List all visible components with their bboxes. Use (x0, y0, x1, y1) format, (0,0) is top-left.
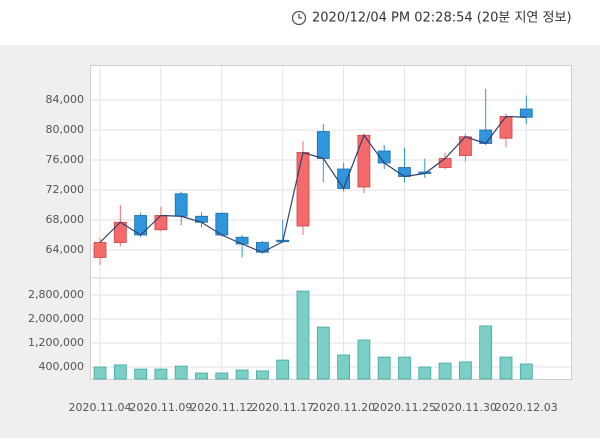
x-tick-label: 2020.11.20 (312, 401, 375, 414)
candle-body (398, 167, 411, 177)
y-tick-label: 80,000 (46, 123, 85, 136)
volume-bar (93, 366, 107, 380)
volume-bar (357, 339, 371, 380)
close-line (99, 115, 527, 253)
timestamp: 2020/12/04 PM 02:28:54 (20분 지연 정보) (312, 11, 572, 26)
y-tick-label: 2,800,000 (28, 288, 84, 301)
y-tick-label: 76,000 (46, 153, 85, 166)
x-tick-label: 2020.11.30 (434, 401, 497, 414)
volume-bar (215, 372, 229, 380)
y-tick-label: 2,000,000 (28, 312, 84, 325)
volume-bar (235, 369, 249, 380)
candle-body (458, 136, 472, 156)
volume-bar (316, 326, 330, 380)
volume-bar (276, 359, 290, 380)
candle-body (316, 131, 330, 159)
volume-bar (418, 366, 432, 380)
volume-bar (113, 364, 127, 380)
y-tick-label: 68,000 (46, 213, 85, 226)
volume-bar (174, 365, 188, 380)
volume-bar (438, 362, 452, 380)
candle-body (438, 158, 452, 168)
y-tick-label: 84,000 (46, 93, 85, 106)
candle-body (174, 193, 188, 217)
volume-bar (195, 372, 208, 380)
volume-bar (377, 356, 391, 380)
candle-body (296, 152, 310, 227)
candle-body (93, 242, 107, 258)
y-tick-label: 400,000 (39, 360, 85, 373)
candle-body (357, 134, 371, 188)
volume-bar (458, 361, 472, 380)
volume-bar (479, 325, 493, 380)
candle-body (154, 215, 168, 231)
volume-bar (296, 290, 310, 380)
y-tick-label: 72,000 (46, 183, 85, 196)
volume-bar (255, 370, 269, 380)
candle-body (519, 108, 533, 118)
volume-bar (519, 363, 533, 380)
clock-icon (291, 10, 307, 26)
x-tick-label: 2020.11.09 (129, 401, 192, 414)
candle-body (235, 236, 249, 245)
x-tick-label: 2020.11.25 (373, 401, 436, 414)
x-tick-label: 2020.11.17 (251, 401, 314, 414)
volume-bar (337, 354, 351, 380)
x-tick-label: 2020.11.04 (69, 401, 132, 414)
y-tick-label: 1,200,000 (28, 336, 84, 349)
volume-bar (499, 356, 513, 380)
x-tick-label: 2020.12.03 (495, 401, 558, 414)
volume-bar (154, 368, 168, 380)
volume-bar (398, 356, 411, 380)
y-tick-label: 64,000 (46, 243, 85, 256)
candle-body (499, 116, 513, 139)
x-tick-label: 2020.11.12 (190, 401, 253, 414)
volume-bar (134, 368, 148, 380)
